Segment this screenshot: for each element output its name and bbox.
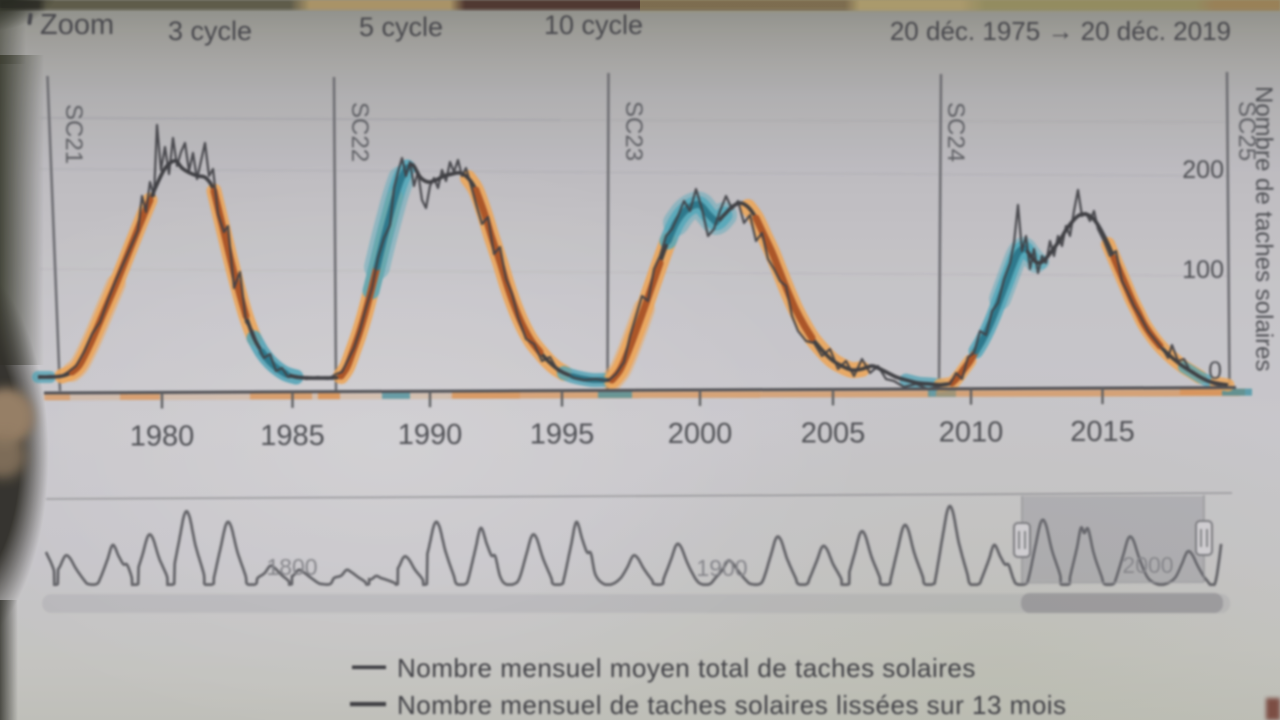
svg-text:2000: 2000 — [668, 418, 733, 450]
svg-text:3 cycle: 3 cycle — [168, 16, 252, 46]
svg-text:0: 0 — [1208, 357, 1222, 385]
svg-text:1995: 1995 — [530, 419, 595, 451]
svg-text:100: 100 — [1182, 256, 1224, 284]
svg-text:200: 200 — [1182, 156, 1224, 184]
svg-text:Zoom: Zoom — [40, 9, 114, 41]
svg-text:SC23: SC23 — [620, 101, 647, 161]
svg-text:2005: 2005 — [801, 417, 866, 449]
svg-text:10 cycle: 10 cycle — [544, 10, 643, 40]
svg-text:SC24: SC24 — [942, 102, 969, 162]
svg-text:2010: 2010 — [939, 417, 1004, 449]
svg-text:Nombre mensuel moyen total de: Nombre mensuel moyen total de taches sol… — [397, 653, 976, 683]
svg-text:1985: 1985 — [260, 420, 325, 452]
svg-text:1990: 1990 — [398, 419, 463, 451]
svg-text:1800: 1800 — [266, 554, 317, 580]
svg-text:SC22: SC22 — [346, 102, 373, 162]
svg-text:1900: 1900 — [696, 555, 747, 581]
svg-text:2000: 2000 — [1122, 552, 1173, 578]
svg-text:5 cycle: 5 cycle — [359, 12, 443, 42]
svg-text:20 déc. 1975 → 20 déc. 2019: 20 déc. 1975 → 20 déc. 2019 — [890, 16, 1231, 46]
svg-text:1980: 1980 — [130, 421, 195, 453]
svg-text:SC21: SC21 — [60, 104, 87, 164]
svg-text:Nombre mensuel de taches solai: Nombre mensuel de taches solaires lissée… — [397, 690, 1067, 720]
svg-text:Nombre de taches solaires: Nombre de taches solaires — [1250, 86, 1277, 371]
svg-text:2015: 2015 — [1070, 416, 1135, 448]
